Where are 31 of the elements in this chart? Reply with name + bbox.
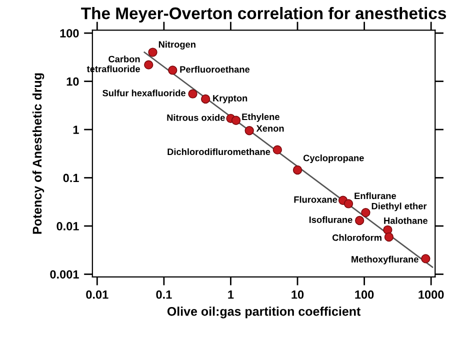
x-tick-label: 100 [355,290,374,299]
y-tick-label: 100 [60,29,79,38]
y-tick-label: 0.001 [50,270,79,279]
chart-title: The Meyer-Overton correlation for anesthetics [81,6,446,23]
annotation: Methoxyflurane [352,256,418,264]
annotation: Nitrogen [158,40,196,50]
x-axis-title: Olive oil:gas partition coefficient [167,306,361,318]
annotation: Perfluoroethane [180,66,250,73]
annotation: Fluroxane [294,196,338,203]
x-tick-label: 1 [228,290,234,299]
annotation: Krypton [213,95,248,104]
x-tick-label: 1000 [418,290,444,299]
annotation: Dichlorodifluromethane [168,148,270,156]
y-tick-label: 0.1 [63,174,79,182]
y-tick-label: 10 [66,77,79,86]
annotation: Isoflurane [309,216,352,223]
x-tick-label: 0.01 [86,290,108,299]
y-tick-label: 1 [73,126,79,134]
annotation: Diethyl ether [372,202,427,212]
x-tick-label: 10 [292,290,304,299]
annotation: Nitrous oxide [167,114,225,121]
y-axis-title: Potency of Anesthetic drug [32,73,44,234]
annotation: Xenon [256,125,284,132]
annotation: Chloroform [332,234,382,241]
annotation: Enflurane [354,192,396,200]
x-tick-label: 0.1 [156,290,172,299]
annotation: Sulfur hexafluoride [102,90,186,96]
y-tick-label: 0.01 [56,222,79,230]
annotation: Cyclopropane [303,154,364,164]
annotation: Halothane [384,217,428,224]
annotation: Ethylene [242,113,280,122]
